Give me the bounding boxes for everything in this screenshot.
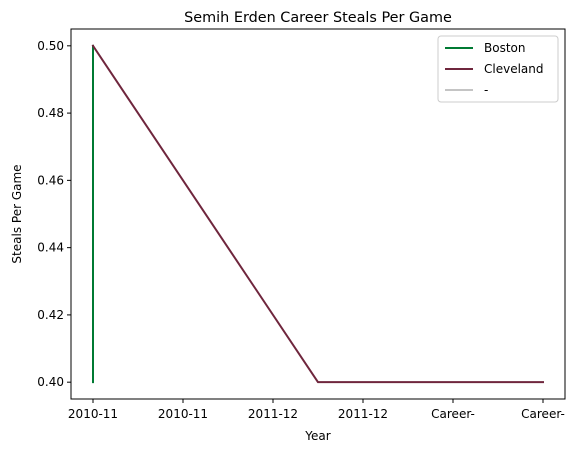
series-line-cleveland <box>91 44 544 384</box>
x-tick-label: 2010-11 <box>68 407 118 421</box>
x-tick-label: 2011-12 <box>248 407 298 421</box>
y-tick-label: 0.44 <box>37 241 64 255</box>
x-tick-label: Career- <box>521 407 565 421</box>
x-axis: 2010-11 2010-11 2011-12 2011-12 Career- Caree… <box>68 399 565 421</box>
chart-title: Semih Erden Career Steals Per Game <box>184 10 452 26</box>
y-tick-label: 0.42 <box>37 308 64 322</box>
x-tick-label: Career- <box>431 407 475 421</box>
x-axis-label: Year <box>304 429 330 443</box>
legend: Boston Cleveland - <box>437 35 559 103</box>
y-tick-label: 0.40 <box>37 375 64 389</box>
legend-label: Cleveland <box>484 62 544 76</box>
legend-items: Boston Cleveland - <box>445 41 544 97</box>
y-axis: 0.40 0.42 0.44 0.46 0.48 0.50 <box>37 39 71 389</box>
y-tick-label: 0.50 <box>37 39 64 53</box>
legend-label: - <box>484 83 488 97</box>
legend-label: Boston <box>484 41 525 55</box>
x-tick-label: 2010-11 <box>158 407 208 421</box>
y-tick-label: 0.46 <box>37 173 64 187</box>
lines-layer <box>91 44 544 384</box>
x-tick-label: 2011-12 <box>338 407 388 421</box>
y-axis-label: Steals Per Game <box>10 164 24 263</box>
plot-frame <box>70 28 566 400</box>
y-tick-label: 0.48 <box>37 106 64 120</box>
legend-box <box>437 35 559 103</box>
